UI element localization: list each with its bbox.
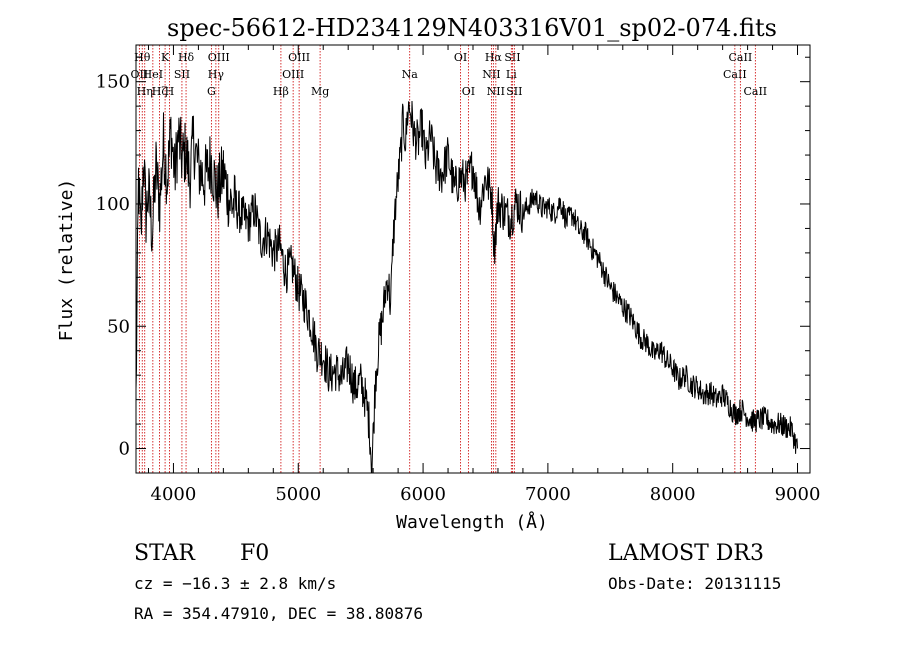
line-marker-label: K [161, 51, 170, 64]
line-marker-label: Hδ [178, 51, 195, 64]
line-marker-label: CaII [723, 68, 747, 81]
line-marker-label: Na [402, 68, 419, 81]
line-marker-label: H [165, 85, 175, 98]
line-marker-label: SII [504, 51, 520, 64]
line-marker-label: SII [506, 85, 522, 98]
x-tick-label: 8000 [650, 484, 696, 505]
line-marker-label: OIII [282, 68, 304, 81]
line-marker-label: NII [482, 68, 500, 81]
y-tick-label: 0 [119, 439, 130, 460]
y-tick-label: 100 [96, 194, 130, 215]
x-tick-label: 5000 [275, 484, 321, 505]
line-marker-label: Hζ [152, 85, 168, 98]
line-marker-label: Mg [311, 85, 329, 98]
line-marker-label: OI [462, 85, 475, 98]
line-marker-label: Hη [137, 85, 153, 98]
x-axis-label: Wavelength (Å) [396, 511, 548, 533]
line-marker-label: OIII [208, 51, 230, 64]
line-marker-label: Hθ [134, 51, 151, 64]
survey-name: LAMOST DR3 [608, 541, 764, 566]
line-marker-label: Hγ [208, 68, 225, 81]
redshift-text: cz = −16.3 ± 2.8 km/s [134, 574, 336, 593]
chart-title: spec-56612-HD234129N403316V01_sp02-074.f… [167, 14, 777, 42]
spectrum-series [135, 100, 798, 474]
y-tick-label: 50 [107, 316, 130, 337]
y-axis: 0 50 100 150 [96, 56, 810, 460]
object-subclass: F0 [240, 541, 269, 566]
obs-date: Obs-Date: 20131115 [608, 574, 781, 593]
x-tick-label: 6000 [400, 484, 446, 505]
line-marker-label: Hβ [273, 85, 289, 98]
line-marker-label: SII [174, 68, 190, 81]
line-marker-label: Hα [485, 51, 503, 64]
line-marker-label: G [207, 85, 216, 98]
line-marker-label: HeI [143, 68, 163, 81]
spectrum-line [135, 100, 798, 474]
line-marker-label: OIII [288, 51, 310, 64]
line-markers: OII Hθ Hη HeI Hζ K H SII Hδ G Hγ OIII Hβ OIII OIII Mg Na… [131, 45, 767, 473]
line-marker-label: CaII [729, 51, 753, 64]
object-class: STAR [134, 541, 196, 566]
line-marker-label: NII [487, 85, 505, 98]
x-axis: 4000 5000 6000 7000 8000 9000 [147, 45, 821, 505]
line-marker-label: CaII [743, 85, 767, 98]
x-tick-label: 4000 [151, 484, 197, 505]
line-marker-label: OII [131, 68, 149, 81]
plot-frame [135, 44, 811, 474]
y-tick-label: 150 [96, 72, 130, 93]
y-axis-label: Flux (relative) [56, 179, 77, 342]
x-tick-label: 9000 [775, 484, 821, 505]
x-tick-label: 7000 [525, 484, 571, 505]
line-marker-label: Li [506, 68, 517, 81]
line-marker-label: OI [454, 51, 467, 64]
coordinates: RA = 354.47910, DEC = 38.80876 [134, 604, 423, 623]
